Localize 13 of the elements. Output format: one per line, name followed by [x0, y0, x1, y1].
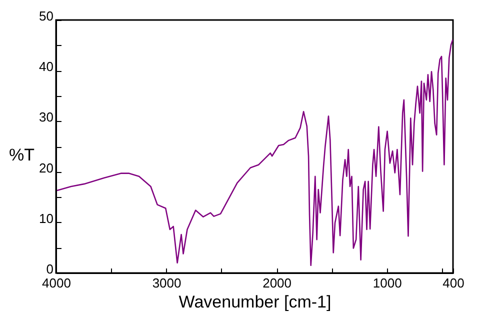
y-tick-label: 30 — [39, 110, 54, 125]
x-axis-title: Wavenumber [cm-1] — [178, 292, 332, 312]
y-tick-label: 40 — [39, 59, 54, 74]
x-tick-label: 2000 — [262, 276, 292, 290]
y-tick-label: 20 — [39, 160, 54, 176]
x-tick-label: 3000 — [152, 276, 182, 290]
y-tick-label: 0 — [46, 262, 54, 276]
x-tick-label: 400 — [442, 276, 464, 290]
y-axis-title: %T — [9, 146, 34, 164]
x-tick-label: 1000 — [372, 276, 402, 290]
x-tick-label: 4000 — [42, 276, 71, 290]
y-tick-label: 10 — [39, 210, 54, 226]
y-tick-label: 50 — [39, 8, 54, 24]
